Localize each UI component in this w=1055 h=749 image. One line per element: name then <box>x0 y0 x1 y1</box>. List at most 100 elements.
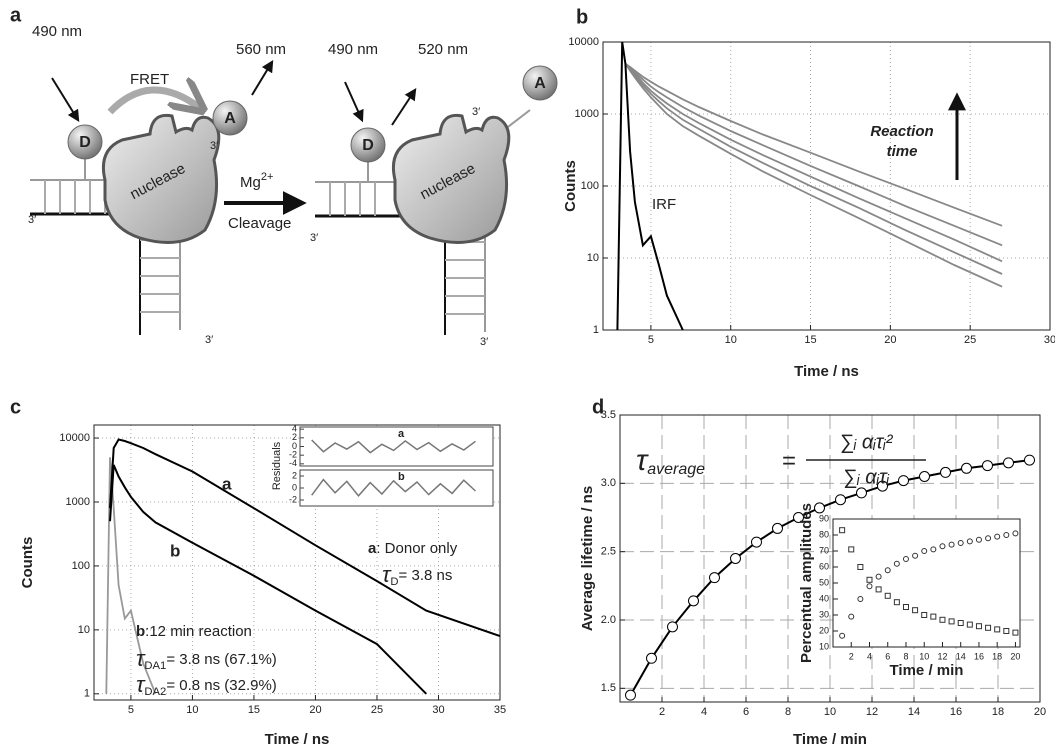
end-label: 3′ <box>205 334 213 346</box>
marker <box>839 527 846 534</box>
marker <box>930 613 937 620</box>
marker <box>793 512 804 523</box>
x-axis-label: Time / min <box>793 731 867 748</box>
x-tick-label: 16 <box>974 651 984 661</box>
marker <box>912 552 919 559</box>
series-line <box>624 63 1003 247</box>
y-tick-label: 10 <box>78 624 90 636</box>
annotation-part: τ <box>136 672 146 697</box>
annotation-part: = 0.8 ns (32.9%) <box>166 677 276 694</box>
y-tick-label: 40 <box>819 593 829 603</box>
arrow <box>344 81 364 123</box>
x-tick-label: 15 <box>804 334 816 346</box>
x-tick-label: 12 <box>937 651 947 661</box>
panel-label: d <box>592 396 604 418</box>
x-tick-label: 2 <box>659 706 665 718</box>
donor <box>350 127 386 163</box>
y-axis-label: Counts <box>19 537 36 589</box>
x-tick-label: 8 <box>903 651 908 661</box>
x-tick-label: 6 <box>885 651 890 661</box>
marker <box>751 536 762 548</box>
marker <box>884 567 891 574</box>
annotation: b:12 min reaction <box>136 623 252 640</box>
y-tick-label: 0 <box>292 482 297 492</box>
x-tick-label: 18 <box>992 651 1002 661</box>
marker <box>930 546 937 553</box>
formula-part: τ <box>636 444 649 477</box>
annotation-part: = 3.8 ns <box>399 567 453 584</box>
marker <box>709 572 720 584</box>
marker <box>966 538 973 545</box>
series-line <box>624 63 1003 263</box>
x-tick-label: 20 <box>309 704 321 716</box>
x-axis-label: Time / min <box>890 662 964 679</box>
y-tick-label: 1 <box>84 688 90 700</box>
y-tick-label: 1000 <box>66 496 90 508</box>
marker <box>857 596 864 602</box>
y-tick-label: 4 <box>292 424 297 434</box>
annotation-part: τ <box>382 562 392 587</box>
inset-y-label: Residuals <box>271 441 283 490</box>
end-label: 3′ <box>472 106 480 118</box>
series-line <box>105 457 157 695</box>
y-tick-label: 3.5 <box>601 409 616 421</box>
marker <box>940 466 951 478</box>
x-axis-label: Time / ns <box>794 363 859 380</box>
annotation: τDA2= 0.8 ns (32.9%) <box>136 672 277 698</box>
plot-frame <box>93 424 501 701</box>
marker <box>939 543 946 550</box>
marker <box>848 546 855 553</box>
series-line <box>624 63 1003 288</box>
marker <box>1003 532 1010 538</box>
y-tick-label: 30 <box>819 609 829 619</box>
formula-numerator: ∑ᵢ αᵢτᵢ² <box>840 431 894 453</box>
marker <box>835 494 846 506</box>
x-tick-label: 14 <box>956 651 966 661</box>
donor-label: D <box>362 137 374 154</box>
marker <box>994 533 1001 540</box>
marker <box>893 560 900 567</box>
marker <box>921 612 928 618</box>
marker <box>875 586 882 593</box>
y-tick-label: 1.5 <box>601 682 616 694</box>
x-tick-label: 12 <box>866 706 878 718</box>
end-label: 3′ <box>28 214 36 226</box>
y-tick-label: 1 <box>593 324 599 336</box>
end-label: 3′ <box>210 140 218 152</box>
annotation-part: :12 min reaction <box>145 623 252 640</box>
marker <box>875 573 882 580</box>
x-tick-label: 4 <box>867 651 872 661</box>
donor-label: D <box>79 134 91 151</box>
marker <box>898 475 909 487</box>
fret-arrow <box>107 90 200 112</box>
y-tick-label: 90 <box>819 513 829 523</box>
panel-label: c <box>10 396 21 418</box>
y-tick-label: -2 <box>289 494 297 504</box>
annotation-part: DA2 <box>144 686 166 698</box>
marker <box>1012 629 1019 636</box>
marker <box>948 541 955 548</box>
y-tick-label: 50 <box>819 577 829 587</box>
marker <box>961 462 972 474</box>
marker <box>902 556 909 562</box>
y-tick-label: 2.0 <box>601 614 616 626</box>
arrow <box>51 77 80 123</box>
end-label: 3′ <box>480 336 488 348</box>
y-tick-label: 0 <box>292 441 297 451</box>
inset-background <box>833 519 1020 647</box>
x-tick-label: 35 <box>494 704 506 716</box>
marker <box>625 689 636 701</box>
annotation: time <box>887 143 918 160</box>
y-axis-label: Average lifetime / ns <box>579 486 596 631</box>
x-tick-label: 5 <box>648 334 654 346</box>
marker <box>966 621 973 628</box>
marker <box>884 592 891 599</box>
marker <box>948 618 955 625</box>
marker <box>856 487 867 499</box>
residual-label: b <box>398 471 405 483</box>
annotation-part: a <box>368 540 377 557</box>
marker <box>839 632 846 639</box>
marker <box>939 616 946 623</box>
